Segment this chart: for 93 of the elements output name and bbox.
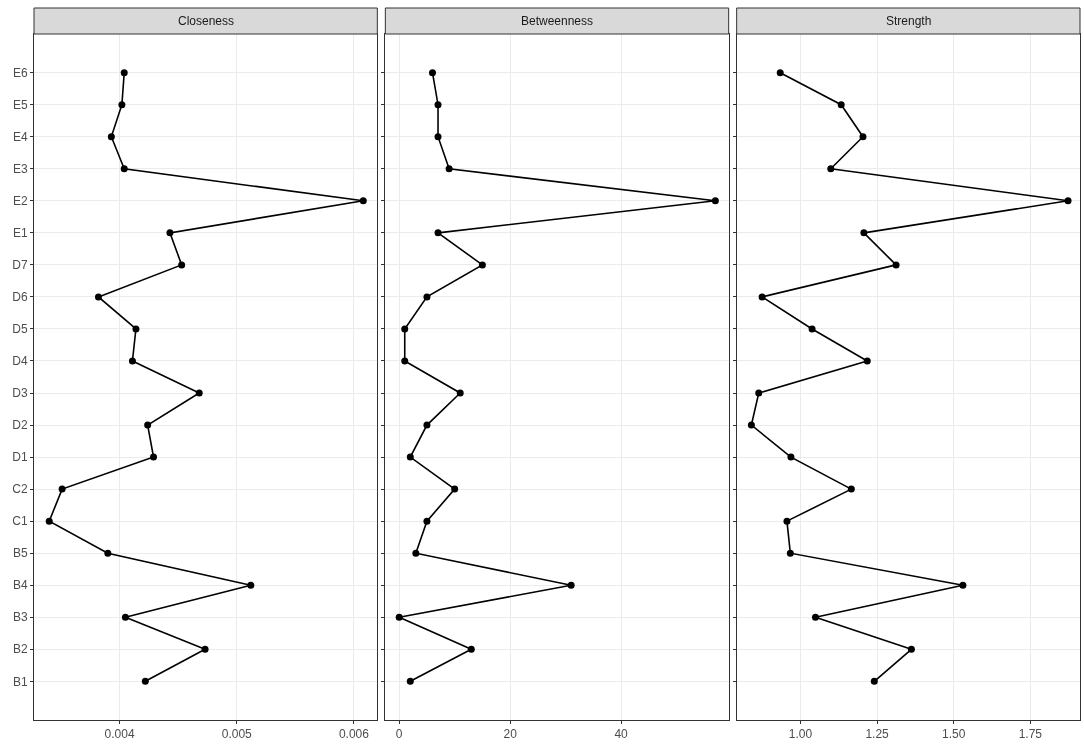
point: [907, 645, 915, 653]
point: [859, 133, 867, 141]
x-tick-label: 0.004: [104, 727, 135, 742]
point: [423, 293, 431, 301]
point: [434, 101, 442, 109]
point: [144, 421, 152, 429]
point: [860, 229, 868, 237]
x-tick-label: 1.25: [865, 727, 890, 742]
y-tick-label: D1: [12, 450, 28, 465]
point: [428, 69, 436, 77]
point: [121, 613, 129, 621]
y-tick-label: E3: [12, 161, 28, 176]
point: [434, 229, 442, 237]
point: [747, 421, 755, 429]
point: [758, 293, 766, 301]
point: [359, 197, 367, 205]
y-tick-label: D5: [12, 322, 28, 337]
point: [45, 517, 53, 525]
point: [870, 677, 878, 685]
point: [892, 261, 900, 269]
y-tick-label: D6: [12, 290, 28, 305]
point: [94, 293, 102, 301]
point: [827, 165, 835, 173]
point: [467, 645, 475, 653]
point: [401, 325, 409, 333]
x-tick-label: 1.00: [788, 727, 813, 742]
y-tick-label: D2: [12, 418, 28, 433]
y-tick-label: D4: [12, 354, 28, 369]
x-tick-label: 1.75: [1018, 727, 1043, 742]
y-tick-label: B5: [12, 546, 28, 561]
point: [141, 677, 149, 685]
y-tick-label: E4: [12, 129, 28, 144]
x-tick-label: 20: [503, 727, 518, 742]
point: [118, 101, 126, 109]
point: [166, 229, 174, 237]
y-tick-label: B4: [12, 578, 28, 593]
point: [783, 517, 791, 525]
x-tick-label: 0.006: [338, 727, 370, 742]
point: [58, 485, 66, 493]
y-tick-label: C1: [12, 514, 28, 529]
point: [711, 197, 719, 205]
point: [786, 549, 794, 557]
point: [434, 133, 442, 141]
point: [406, 453, 414, 461]
point: [837, 101, 845, 109]
y-tick-label: E1: [12, 226, 28, 241]
point: [1064, 197, 1072, 205]
point: [150, 453, 158, 461]
y-tick-label: E6: [12, 65, 28, 80]
point: [423, 421, 431, 429]
point: [847, 485, 855, 493]
point: [107, 133, 115, 141]
chart-title: Betweenness: [521, 14, 594, 28]
point: [195, 389, 203, 397]
point: [445, 165, 453, 173]
x-tick-label: 1.50: [942, 727, 966, 742]
point: [451, 485, 459, 493]
point: [247, 581, 255, 589]
point: [178, 261, 186, 269]
point: [567, 581, 575, 589]
point: [104, 549, 112, 557]
y-tick-label: E5: [12, 97, 28, 112]
y-tick-label: D3: [12, 386, 28, 401]
point: [132, 325, 140, 333]
x-tick-label: 40: [614, 727, 629, 742]
point: [811, 613, 819, 621]
x-tick-label: 0: [395, 727, 403, 742]
point: [395, 613, 403, 621]
y-tick-label: C2: [12, 482, 28, 497]
point: [120, 165, 128, 173]
point: [863, 357, 871, 365]
point: [128, 357, 136, 365]
point: [787, 453, 795, 461]
point: [776, 69, 784, 77]
x-tick-label: 0.005: [221, 727, 253, 742]
point: [120, 69, 128, 77]
point: [406, 677, 414, 685]
point: [959, 581, 967, 589]
y-tick-label: D7: [12, 258, 28, 273]
y-tick-label: E2: [12, 194, 28, 209]
y-tick-label: B1: [12, 674, 28, 689]
chart-title: Strength: [886, 14, 932, 28]
point: [401, 357, 409, 365]
y-tick-label: B2: [12, 642, 28, 657]
point: [478, 261, 486, 269]
chart-title: Closeness: [178, 14, 235, 28]
point: [412, 549, 420, 557]
y-tick-label: B3: [12, 610, 28, 625]
point: [456, 389, 464, 397]
point: [201, 645, 209, 653]
point: [423, 517, 431, 525]
point: [808, 325, 816, 333]
point: [755, 389, 763, 397]
